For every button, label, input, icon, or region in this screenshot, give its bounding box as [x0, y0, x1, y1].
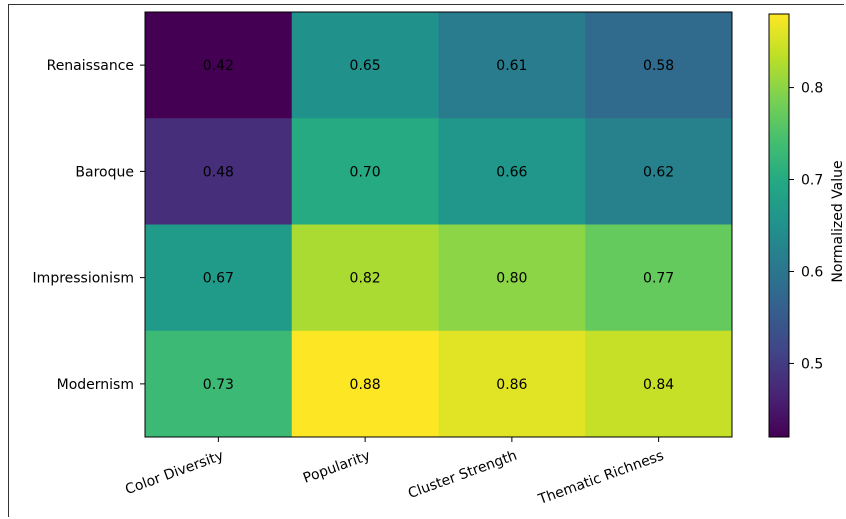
- heatmap-cell: [438, 330, 586, 438]
- cell-value-label: 0.65: [350, 58, 381, 74]
- cell-value-label: 0.82: [350, 271, 381, 287]
- heatmap-cell: [291, 118, 439, 225]
- cell-value-label: 0.86: [496, 377, 527, 393]
- heatmap-cell: [585, 224, 733, 332]
- plot-border: [144, 11, 733, 438]
- cell-value-label: 0.42: [203, 58, 234, 74]
- x-tick-label: Cluster Strength: [406, 448, 519, 502]
- heatmap-cell: [438, 224, 586, 332]
- heatmap-cell: [145, 330, 293, 438]
- y-tick-label: Modernism: [57, 377, 134, 393]
- y-tick-label: Impressionism: [33, 271, 134, 287]
- heatmap-cell: [291, 12, 439, 119]
- heatmap-cell: [438, 12, 586, 119]
- heatmap-cell: [291, 224, 439, 332]
- heatmap-cell: [438, 118, 586, 225]
- cell-value-label: 0.58: [643, 58, 674, 74]
- colorbar-tick-label: 0.7: [801, 173, 823, 189]
- cell-value-label: 0.88: [350, 377, 381, 393]
- y-tick-label: Renaissance: [47, 58, 134, 74]
- x-tick-label: Color Diversity: [123, 448, 226, 498]
- colorbar-label: Normalized Value: [830, 160, 846, 282]
- colorbar-tick-label: 0.8: [801, 81, 823, 97]
- cell-value-label: 0.61: [496, 58, 527, 74]
- cell-value-label: 0.84: [643, 377, 674, 393]
- y-tick-label: Baroque: [75, 164, 134, 180]
- cell-value-label: 0.77: [643, 271, 674, 287]
- cell-value-label: 0.80: [496, 271, 527, 287]
- colorbar-tick-label: 0.6: [801, 264, 823, 280]
- heatmap-cell: [291, 330, 439, 438]
- figure-frame: [8, 4, 844, 517]
- heatmap-cell: [585, 12, 733, 119]
- heatmap-cell: [145, 118, 293, 225]
- x-tick-label: Thematic Richness: [535, 448, 665, 509]
- cell-value-label: 0.67: [203, 271, 234, 287]
- colorbar: 0.5 0.6 0.7 0.8 Normalized Value: [768, 13, 846, 438]
- heatmap-cell: [585, 330, 733, 438]
- y-axis-ticks: Renaissance Baroque Impressionism Modernism: [33, 58, 145, 393]
- heatmap-cells: 0.42 0.65 0.61 0.58 0.48 0.70 0.66 0.62 0.67 0.82…: [145, 12, 733, 438]
- heatmap-cell: [145, 224, 293, 332]
- colorbar-ticks: 0.5 0.6 0.7 0.8: [789, 81, 823, 372]
- x-tick-label: Popularity: [301, 448, 372, 487]
- colorbar-gradient: [768, 13, 790, 438]
- cell-value-label: 0.48: [203, 164, 234, 180]
- x-axis-ticks: Color Diversity Popularity Cluster Strengt…: [123, 437, 666, 508]
- heatmap-cell: [145, 12, 293, 119]
- cell-value-label: 0.66: [496, 164, 527, 180]
- colorbar-tick-label: 0.5: [801, 356, 823, 372]
- cell-value-label: 0.62: [643, 164, 674, 180]
- heatmap-cell: [585, 118, 733, 225]
- cell-value-label: 0.73: [203, 377, 234, 393]
- cell-value-label: 0.70: [350, 164, 381, 180]
